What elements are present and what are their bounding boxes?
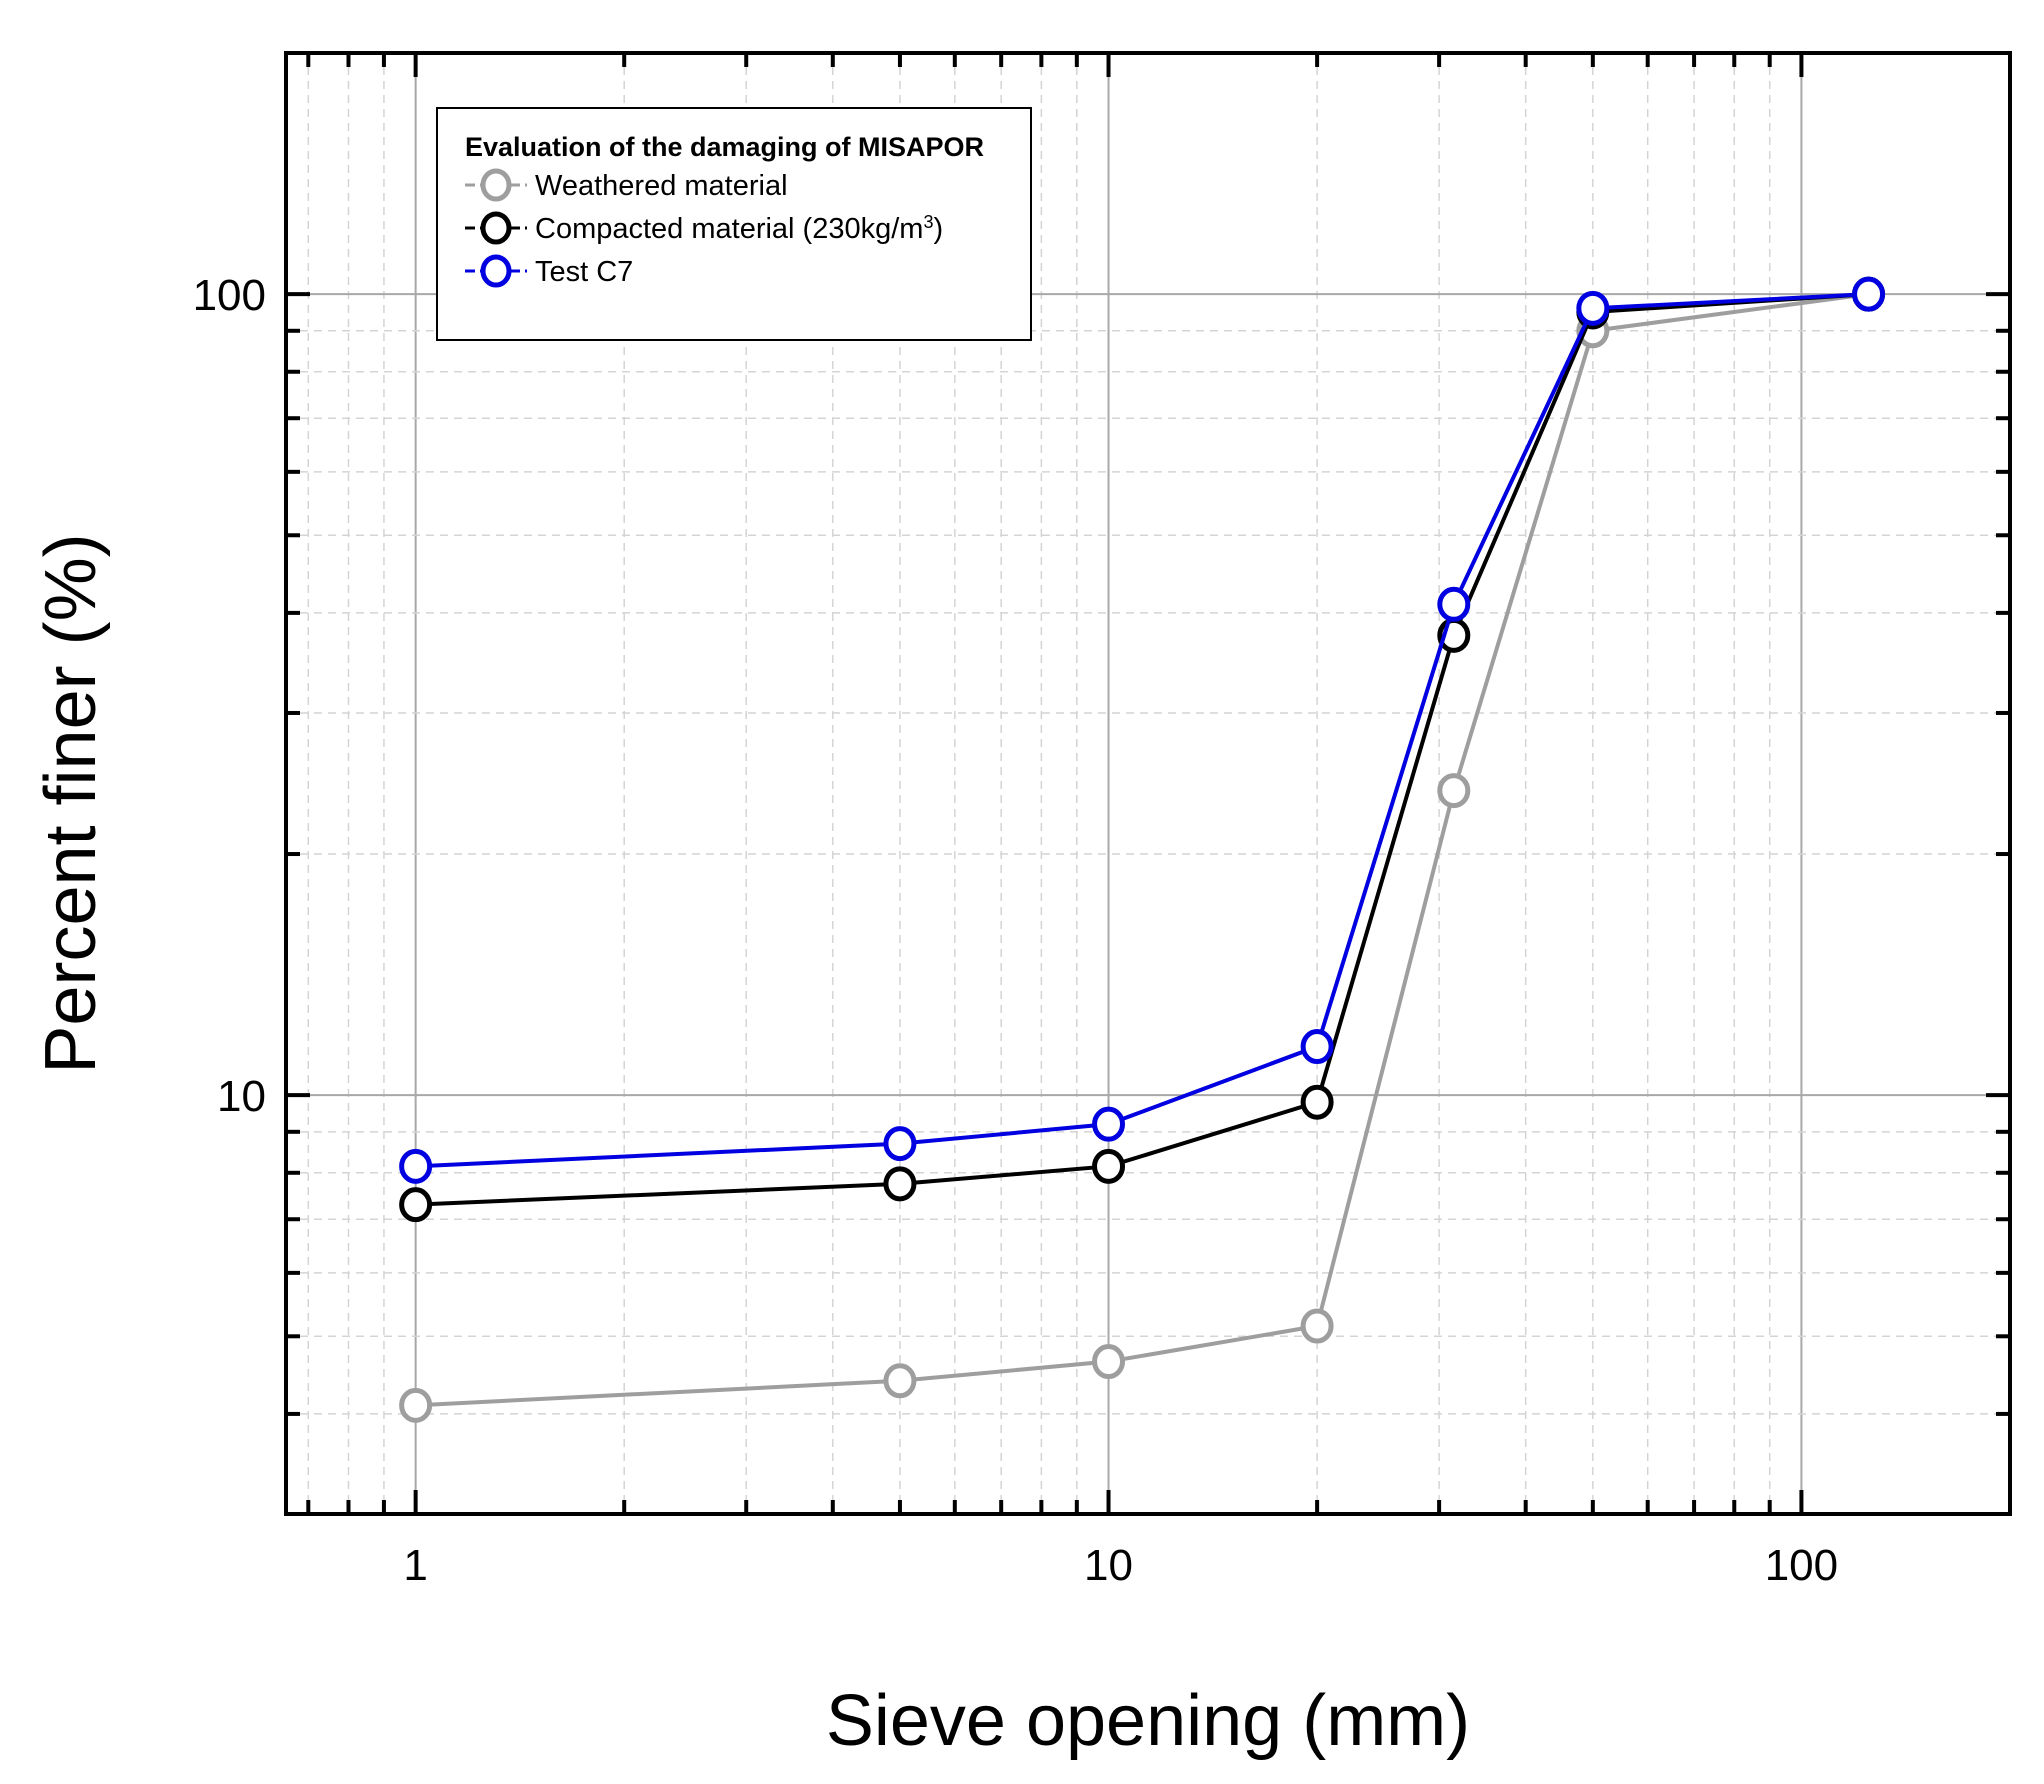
series-line: [415, 292, 1869, 1408]
legend-item: Compacted material (230kg/m3): [465, 211, 943, 245]
series-line: [415, 292, 1869, 1207]
data-point: [1437, 586, 1471, 622]
legend-label: Test C7: [535, 256, 633, 288]
legend-marker: [480, 168, 512, 202]
legend-item: Test C7: [465, 254, 633, 288]
data-point: [1092, 1148, 1126, 1184]
x-tick-label: 10: [1084, 1541, 1133, 1590]
legend-title: Evaluation of the damaging of MISAPOR: [465, 132, 984, 162]
legend-label: Compacted material (230kg/m3): [535, 212, 943, 245]
legend-marker: [480, 254, 512, 288]
data-point: [1092, 1106, 1126, 1142]
data-point: [883, 1126, 917, 1162]
data-point: [1576, 290, 1610, 326]
x-axis-title: Sieve opening (mm): [826, 1681, 1470, 1761]
legend-marker: [480, 211, 512, 245]
data-point: [1092, 1344, 1126, 1380]
data-point: [399, 1187, 433, 1223]
data-point: [883, 1166, 917, 1202]
data-point: [399, 1387, 433, 1423]
data-point: [1300, 1308, 1334, 1344]
legend-label: Weathered material: [535, 170, 788, 202]
series-group: [399, 276, 1886, 1423]
data-point: [1300, 1029, 1334, 1065]
y-tick-label: 10: [217, 1072, 266, 1121]
tick-labels: 1 10 100 10 100: [193, 271, 1839, 1590]
data-point: [1437, 773, 1471, 809]
legend-items: Weathered material Compacted material (23…: [465, 168, 943, 288]
data-point: [1300, 1084, 1334, 1120]
series-line: [415, 292, 1869, 1169]
data-point: [399, 1148, 433, 1184]
plot-frame: [284, 51, 2012, 1516]
legend: Evaluation of the damaging of MISAPOR We…: [436, 107, 1032, 341]
x-tick-label: 100: [1765, 1541, 1838, 1590]
legend-box: [436, 107, 1032, 341]
series-3: [399, 276, 1886, 1184]
legend-item: Weathered material: [465, 168, 788, 202]
data-point: [1852, 276, 1886, 312]
x-tick-label: 1: [403, 1541, 427, 1590]
y-tick-label: 100: [193, 271, 266, 320]
y-axis-title: Percent finer (%): [31, 533, 111, 1073]
data-point: [883, 1363, 917, 1399]
